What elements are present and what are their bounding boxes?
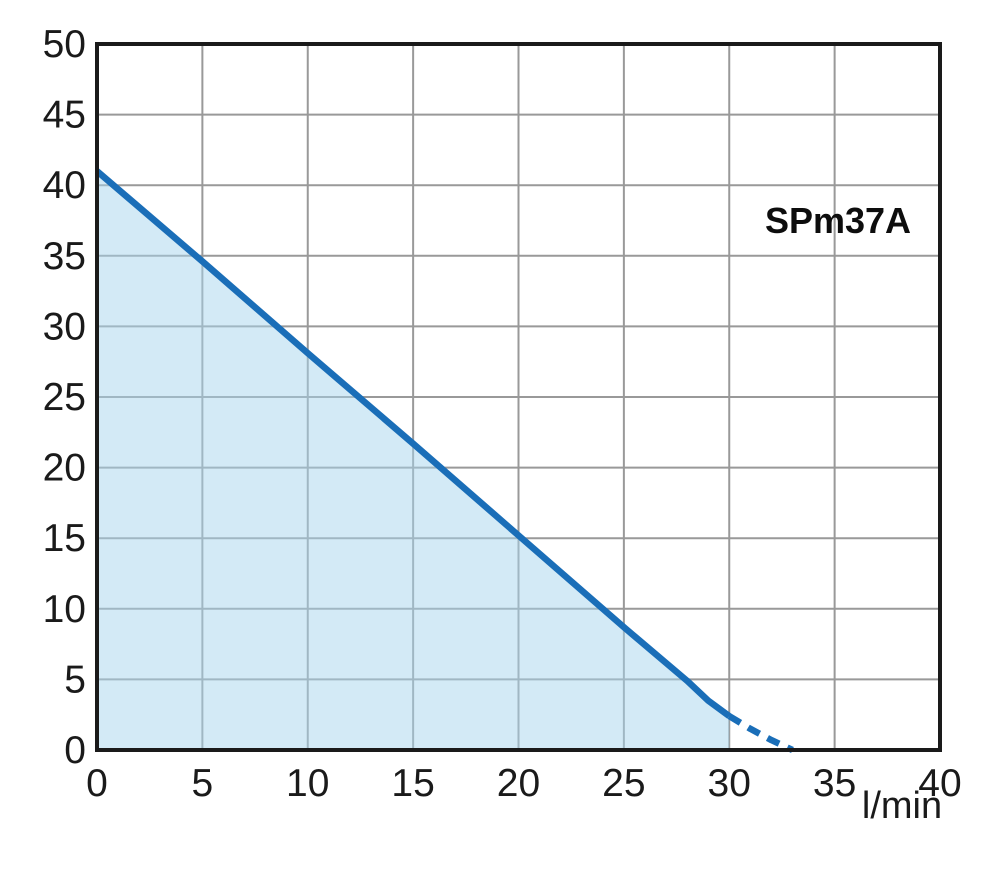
pump-curve-solid [94, 168, 732, 719]
y-tick-label: 10 [43, 588, 86, 631]
x-tick-label: 5 [192, 762, 214, 805]
x-tick-label: 10 [286, 762, 329, 805]
x-tick-label: 20 [497, 762, 540, 805]
x-axis-unit-label: l/min [862, 785, 942, 827]
y-tick-label: 35 [43, 235, 86, 278]
x-tick-label: 25 [602, 762, 645, 805]
x-tick-label: 30 [708, 762, 751, 805]
y-tick-label: 25 [43, 376, 86, 419]
x-tick-label: 0 [86, 762, 108, 805]
y-axis-tick-labels: 0 5 10 15 20 25 30 35 40 45 50 [43, 23, 86, 772]
y-tick-label: 20 [43, 447, 86, 490]
y-tick-label: 15 [43, 517, 86, 560]
series-label: SPm37A [765, 200, 911, 241]
y-tick-label: 5 [64, 658, 86, 701]
y-tick-label: 0 [64, 729, 86, 772]
pump-curve-dashed [727, 713, 794, 753]
y-tick-label: 50 [43, 23, 86, 66]
x-tick-label: 35 [813, 762, 856, 805]
plot-border-rect [95, 42, 942, 752]
curve-fill-area [97, 171, 730, 750]
operating-region-fill [97, 171, 730, 750]
plot-border [95, 42, 942, 752]
y-tick-label: 45 [43, 94, 86, 137]
x-tick-label: 15 [391, 762, 434, 805]
x-axis-tick-labels: 0 5 10 15 20 25 30 35 40 [86, 762, 962, 805]
pump-curve [94, 168, 794, 753]
x-tick-label: 40 [918, 762, 961, 805]
y-tick-label: 30 [43, 305, 86, 348]
y-tick-label: 40 [43, 164, 86, 207]
